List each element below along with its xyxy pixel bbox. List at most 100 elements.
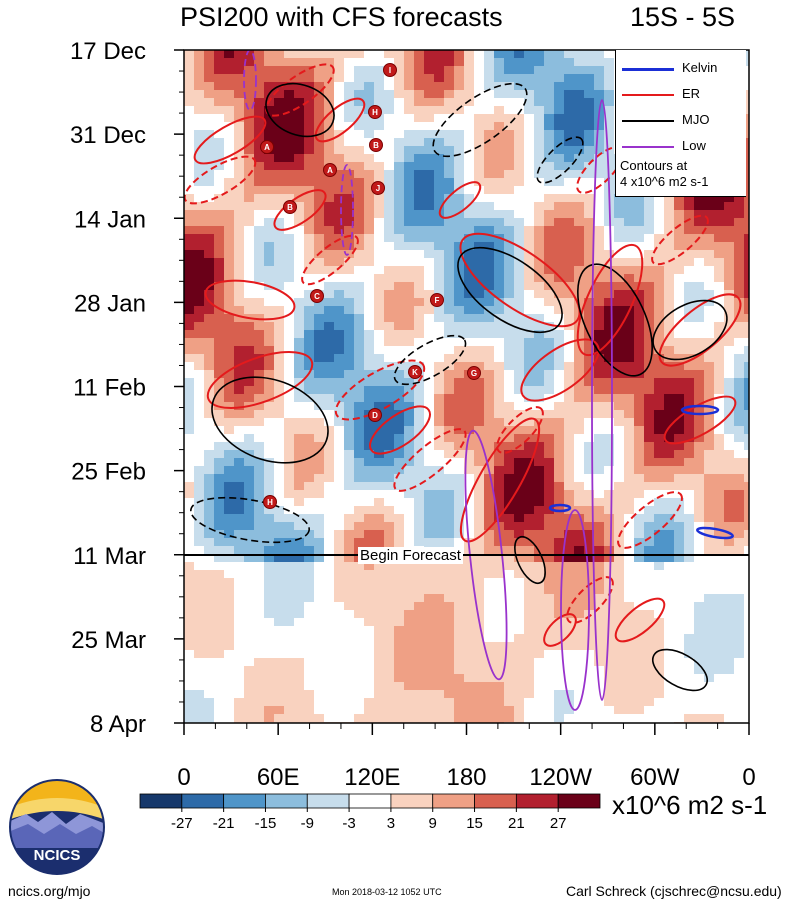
shade-cell bbox=[604, 674, 614, 682]
shade-cell bbox=[374, 434, 384, 442]
shade-cell bbox=[624, 338, 634, 346]
shade-cell bbox=[424, 562, 434, 570]
shade-cell bbox=[314, 234, 324, 242]
shade-cell bbox=[554, 642, 564, 650]
shade-cell bbox=[584, 74, 594, 82]
shade-cell bbox=[454, 506, 464, 514]
shade-cell bbox=[644, 298, 654, 306]
shade-cell bbox=[504, 154, 514, 162]
shade-cell bbox=[604, 274, 614, 282]
shade-cell bbox=[444, 202, 454, 210]
shade-cell bbox=[554, 466, 564, 474]
shade-cell bbox=[384, 626, 394, 634]
shade-cell bbox=[294, 90, 304, 98]
shade-cell bbox=[344, 522, 354, 530]
shade-cell bbox=[404, 602, 414, 610]
shade-cell bbox=[364, 714, 374, 722]
shade-cell bbox=[294, 66, 304, 74]
shade-cell bbox=[404, 674, 414, 682]
shade-cell bbox=[474, 570, 484, 578]
shade-cell bbox=[354, 322, 364, 330]
shade-cell bbox=[724, 458, 734, 466]
shade-cell bbox=[424, 138, 434, 146]
shade-cell bbox=[254, 90, 264, 98]
shade-cell bbox=[374, 98, 384, 106]
shade-cell bbox=[184, 570, 194, 578]
shade-cell bbox=[664, 338, 674, 346]
shade-cell bbox=[454, 370, 464, 378]
shade-cell bbox=[584, 50, 594, 58]
tc-marker-icon bbox=[467, 366, 481, 380]
shade-cell bbox=[604, 570, 614, 578]
shade-cell bbox=[444, 354, 454, 362]
shade-cell bbox=[494, 506, 504, 514]
shade-cell bbox=[714, 378, 724, 386]
shade-cell bbox=[334, 226, 344, 234]
shade-cell bbox=[464, 258, 474, 266]
shade-cell bbox=[534, 362, 544, 370]
shade-cell bbox=[264, 194, 274, 202]
shade-cell bbox=[534, 482, 544, 490]
shade-cell bbox=[264, 242, 274, 250]
shade-cell bbox=[684, 634, 694, 642]
shade-cell bbox=[274, 658, 284, 666]
shade-cell bbox=[354, 178, 364, 186]
contour-line bbox=[457, 246, 563, 334]
footer-url[interactable]: ncics.org/mjo bbox=[8, 883, 91, 899]
shade-cell bbox=[414, 234, 424, 242]
shade-cell bbox=[324, 386, 334, 394]
shade-cell bbox=[224, 522, 234, 530]
shade-cell bbox=[214, 634, 224, 642]
shade-cell bbox=[654, 418, 664, 426]
shade-cell bbox=[204, 522, 214, 530]
shade-cell bbox=[234, 114, 244, 122]
colorbar-swatch bbox=[306, 793, 350, 809]
shade-cell bbox=[544, 506, 554, 514]
shade-cell bbox=[684, 282, 694, 290]
shade-cell bbox=[314, 530, 324, 538]
shade-cell bbox=[264, 674, 274, 682]
shade-cell bbox=[444, 314, 454, 322]
shade-cell bbox=[274, 618, 284, 626]
shade-cell bbox=[194, 74, 204, 82]
shade-cell bbox=[354, 354, 364, 362]
shade-cell bbox=[344, 346, 354, 354]
shade-cell bbox=[314, 154, 324, 162]
shade-cell bbox=[194, 634, 204, 642]
shade-cell bbox=[334, 210, 344, 218]
shade-cell bbox=[354, 90, 364, 98]
shade-cell bbox=[734, 218, 744, 226]
shade-cell bbox=[714, 330, 724, 338]
contour-line bbox=[591, 99, 613, 701]
shade-cell bbox=[484, 210, 494, 218]
shade-cell bbox=[324, 346, 334, 354]
shade-cell bbox=[334, 362, 344, 370]
shade-cell bbox=[344, 178, 354, 186]
contour-line bbox=[393, 334, 467, 386]
shade-cell bbox=[554, 290, 564, 298]
shade-cell bbox=[394, 690, 404, 698]
shade-cell bbox=[274, 714, 284, 722]
shade-cell bbox=[714, 602, 724, 610]
shade-cell bbox=[734, 234, 744, 242]
shade-cell bbox=[594, 90, 604, 98]
shade-cell bbox=[434, 242, 444, 250]
shade-cell bbox=[464, 562, 474, 570]
shade-cell bbox=[444, 474, 454, 482]
shade-cell bbox=[454, 106, 464, 114]
shade-cell bbox=[194, 690, 204, 698]
shade-cell bbox=[424, 522, 434, 530]
shade-cell bbox=[394, 234, 404, 242]
shade-cell bbox=[544, 530, 554, 538]
shade-cell bbox=[744, 114, 749, 122]
shade-cell bbox=[304, 242, 314, 250]
shade-cell bbox=[604, 522, 614, 530]
shade-cell bbox=[594, 578, 604, 586]
shade-cell bbox=[474, 490, 484, 498]
shade-cell bbox=[214, 138, 224, 146]
shade-cell bbox=[334, 338, 344, 346]
shade-cell bbox=[394, 146, 404, 154]
shade-cell bbox=[294, 202, 304, 210]
shade-cell bbox=[254, 202, 264, 210]
shade-cell bbox=[314, 66, 324, 74]
